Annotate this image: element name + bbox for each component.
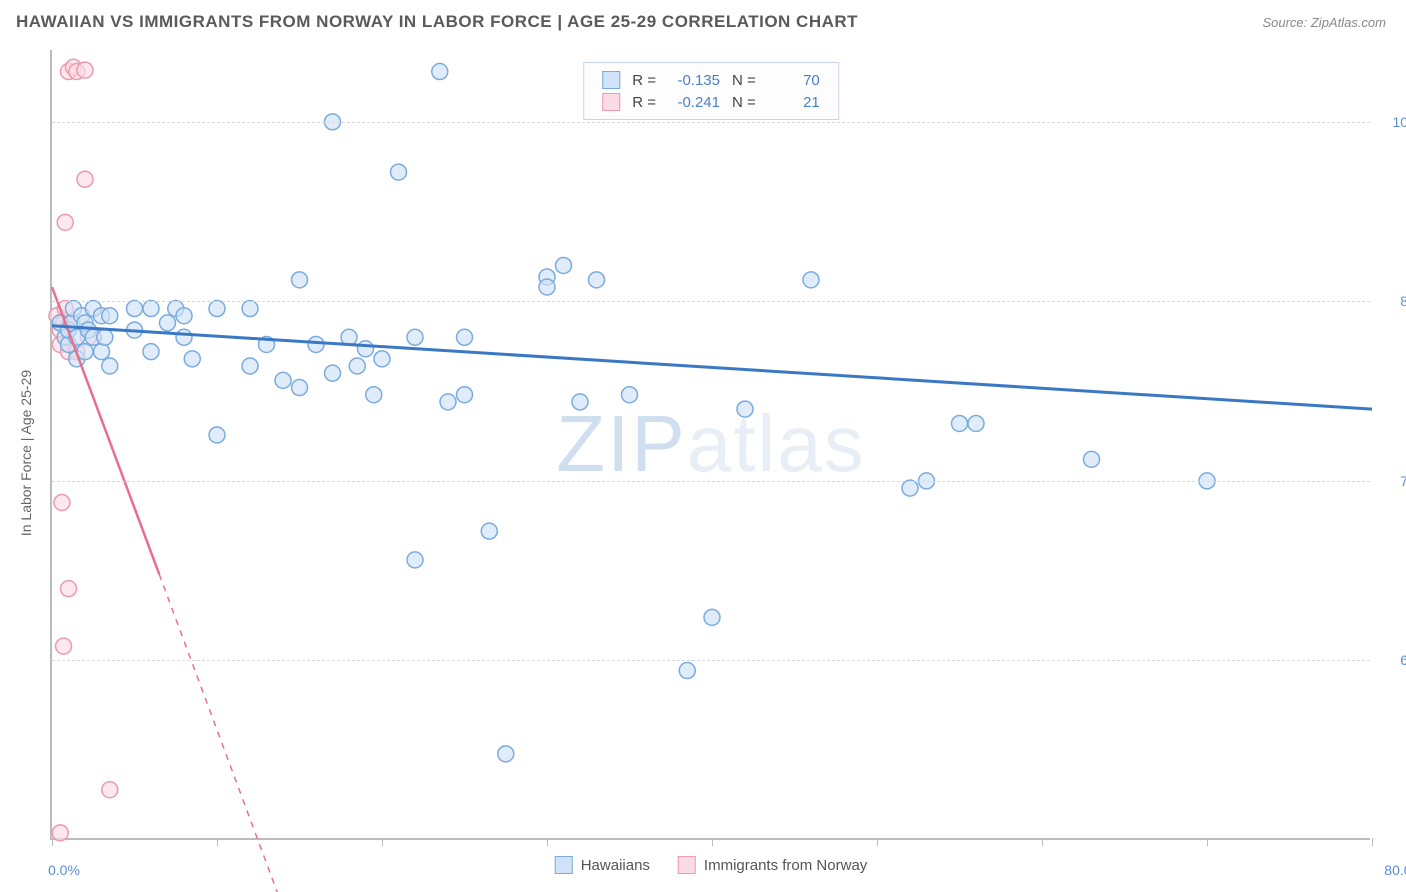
swatch-norway <box>602 93 620 111</box>
legend-correlation: R = -0.135 N = 70 R = -0.241 N = 21 <box>583 62 839 120</box>
gridline-h <box>52 122 1370 123</box>
y-axis-label: In Labor Force | Age 25-29 <box>18 370 34 536</box>
x-tick <box>712 838 713 846</box>
source-attribution: Source: ZipAtlas.com <box>1262 15 1386 30</box>
swatch-norway-bottom <box>678 856 696 874</box>
x-tick <box>1042 838 1043 846</box>
chart-title: HAWAIIAN VS IMMIGRANTS FROM NORWAY IN LA… <box>16 12 858 32</box>
legend-row-hawaiians: R = -0.135 N = 70 <box>602 69 820 91</box>
gridline-h <box>52 481 1370 482</box>
x-tick <box>1372 838 1373 846</box>
gridline-h <box>52 660 1370 661</box>
plot-area: ZIPatlas R = -0.135 N = 70 R = -0.241 N … <box>50 50 1370 840</box>
x-tick <box>382 838 383 846</box>
legend-item-hawaiians: Hawaiians <box>555 856 650 874</box>
y-tick-label: 62.5% <box>1380 652 1406 668</box>
chart-container: In Labor Force | Age 25-29 ZIPatlas R = … <box>38 50 1388 840</box>
y-tick-label: 75.0% <box>1380 473 1406 489</box>
legend-row-norway: R = -0.241 N = 21 <box>602 91 820 113</box>
x-tick <box>52 838 53 846</box>
gridline-h <box>52 301 1370 302</box>
legend-item-norway: Immigrants from Norway <box>678 856 867 874</box>
swatch-hawaiians <box>602 71 620 89</box>
scatter-plot-svg <box>52 50 1370 838</box>
chart-header: HAWAIIAN VS IMMIGRANTS FROM NORWAY IN LA… <box>0 0 1406 40</box>
x-tick-label-start: 0.0% <box>48 862 80 878</box>
x-tick <box>547 838 548 846</box>
x-tick <box>1207 838 1208 846</box>
x-tick <box>217 838 218 846</box>
swatch-hawaiians-bottom <box>555 856 573 874</box>
y-tick-label: 87.5% <box>1380 293 1406 309</box>
x-tick <box>877 838 878 846</box>
y-tick-label: 100.0% <box>1380 114 1406 130</box>
legend-series: Hawaiians Immigrants from Norway <box>555 856 868 874</box>
x-tick-label-end: 80.0% <box>1384 862 1406 878</box>
